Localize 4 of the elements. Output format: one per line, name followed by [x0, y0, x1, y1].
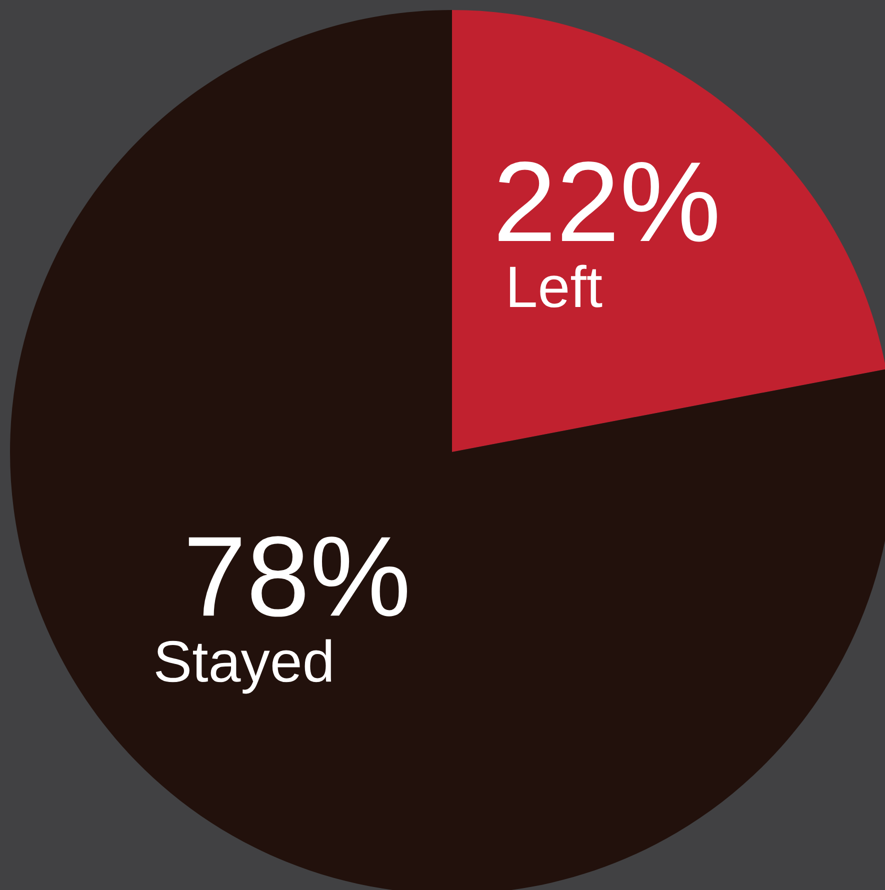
- data-label: 78%: [188, 536, 407, 617]
- data-label: 22%: [498, 162, 717, 242]
- slice-label: Left: [510, 264, 602, 308]
- slice-label: Stayed: [156, 639, 332, 694]
